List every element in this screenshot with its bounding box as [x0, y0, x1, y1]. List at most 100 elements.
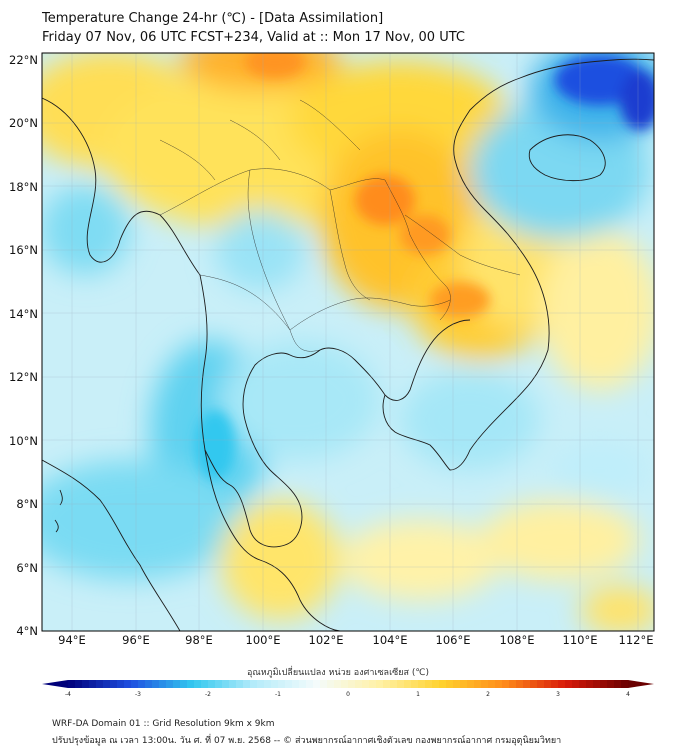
map-subtitle: Friday 07 Nov, 06 UTC FCST+234, Valid at…	[42, 30, 465, 45]
lat-label: 22°N	[9, 53, 38, 67]
colorbar-cell	[460, 680, 468, 688]
colorbar-cell	[565, 680, 573, 688]
lon-label: 106°E	[436, 633, 471, 647]
colorbar-cell	[600, 680, 608, 688]
colorbar-cell	[467, 680, 475, 688]
lat-label: 6°N	[16, 561, 38, 575]
colorbar-cell	[453, 680, 461, 688]
lon-label: 96°E	[122, 633, 150, 647]
colorbar-cell	[390, 680, 398, 688]
colorbar-cell	[383, 680, 391, 688]
colorbar-cell	[292, 680, 300, 688]
colorbar-cell	[509, 680, 517, 688]
colorbar-cell	[614, 680, 622, 688]
lon-label: 98°E	[185, 633, 213, 647]
colorbar-cell	[355, 680, 363, 688]
colorbar-cell	[607, 680, 615, 688]
colorbar-cell	[75, 680, 83, 688]
colorbar-tick-label: -1	[275, 691, 281, 698]
colorbar-cell	[439, 680, 447, 688]
colorbar-cell	[173, 680, 181, 688]
lat-label: 20°N	[9, 116, 38, 130]
coastlines	[42, 58, 654, 631]
colorbar-cell	[68, 680, 76, 688]
colorbar-cell	[334, 680, 342, 688]
colorbar-cell	[530, 680, 538, 688]
colorbar-cell	[474, 680, 482, 688]
colorbar-cell	[236, 680, 244, 688]
colorbar-cell	[138, 680, 146, 688]
colorbar-cell	[495, 680, 503, 688]
lon-labels: 94°E 96°E 98°E 100°E 102°E 104°E 106°E 1…	[58, 633, 653, 647]
colorbar	[42, 680, 654, 688]
lon-label: 108°E	[500, 633, 535, 647]
colorbar-cell	[523, 680, 531, 688]
colorbar-cell	[572, 680, 580, 688]
map-title: Temperature Change 24-hr (℃) - [Data Ass…	[42, 11, 384, 26]
colorbar-cell	[425, 680, 433, 688]
lon-label: 100°E	[246, 633, 281, 647]
province-borders	[159, 99, 521, 352]
lat-label: 12°N	[9, 370, 38, 384]
colorbar-cell	[313, 680, 321, 688]
colorbar-cell	[124, 680, 132, 688]
colorbar-ticks: -4 -3 -2 -1 0 1 2 3 4	[65, 691, 630, 698]
lat-labels: 4°N 6°N 8°N 10°N 12°N 14°N 16°N 18°N 20°…	[9, 53, 38, 638]
colorbar-cell	[208, 680, 216, 688]
colorbar-cell	[250, 680, 258, 688]
colorbar-cell	[180, 680, 188, 688]
colorbar-tick-label: 4	[626, 691, 630, 698]
lon-label: 102°E	[309, 633, 344, 647]
colorbar-cell	[621, 680, 629, 688]
colorbar-cell	[537, 680, 545, 688]
colorbar-cell	[404, 680, 412, 688]
lat-label: 16°N	[9, 243, 38, 257]
colorbar-cell	[348, 680, 356, 688]
colorbar-cell	[411, 680, 419, 688]
colorbar-tick-label: 0	[346, 691, 350, 698]
colorbar-cell	[551, 680, 559, 688]
colorbar-tick-label: 1	[416, 691, 420, 698]
lon-label: 110°E	[563, 633, 598, 647]
colorbar-cell	[229, 680, 237, 688]
colorbar-cell	[215, 680, 223, 688]
colorbar-tick-label: 3	[556, 691, 560, 698]
colorbar-cell	[96, 680, 104, 688]
colorbar-cell	[194, 680, 202, 688]
colorbar-cell	[166, 680, 174, 688]
colorbar-cell	[341, 680, 349, 688]
footer-credit: ปรับปรุงข้อมูล ณ เวลา 13:00น. วัน ศ. ที่…	[52, 736, 562, 746]
colorbar-cell	[502, 680, 510, 688]
colorbar-cell	[103, 680, 111, 688]
colorbar-cell	[376, 680, 384, 688]
colorbar-cell	[222, 680, 230, 688]
colorbar-tick-label: -3	[135, 691, 141, 698]
lon-label: 94°E	[58, 633, 86, 647]
colorbar-cell	[397, 680, 405, 688]
colorbar-cell	[145, 680, 153, 688]
colorbar-cell	[110, 680, 118, 688]
colorbar-cell	[152, 680, 160, 688]
footer-model-info: WRF-DA Domain 01 :: Grid Resolution 9km …	[52, 719, 275, 729]
lon-label: 104°E	[373, 633, 408, 647]
colorbar-tick-label: -4	[65, 691, 71, 698]
colorbar-cell	[544, 680, 552, 688]
colorbar-cell	[117, 680, 125, 688]
lat-label: 8°N	[16, 497, 38, 511]
colorbar-cell	[432, 680, 440, 688]
colorbar-tick-label: 2	[486, 691, 490, 698]
lon-label: 112°E	[619, 633, 654, 647]
colorbar-tick-label: -2	[205, 691, 211, 698]
temperature-field	[42, 53, 654, 631]
colorbar-cell	[327, 680, 335, 688]
colorbar-cell	[362, 680, 370, 688]
colorbar-cell	[299, 680, 307, 688]
colorbar-cell	[257, 680, 265, 688]
colorbar-cell	[131, 680, 139, 688]
colorbar-cell	[278, 680, 286, 688]
lat-label: 10°N	[9, 434, 38, 448]
colorbar-cell	[82, 680, 90, 688]
lat-lon-grid	[42, 53, 654, 631]
colorbar-cell	[369, 680, 377, 688]
